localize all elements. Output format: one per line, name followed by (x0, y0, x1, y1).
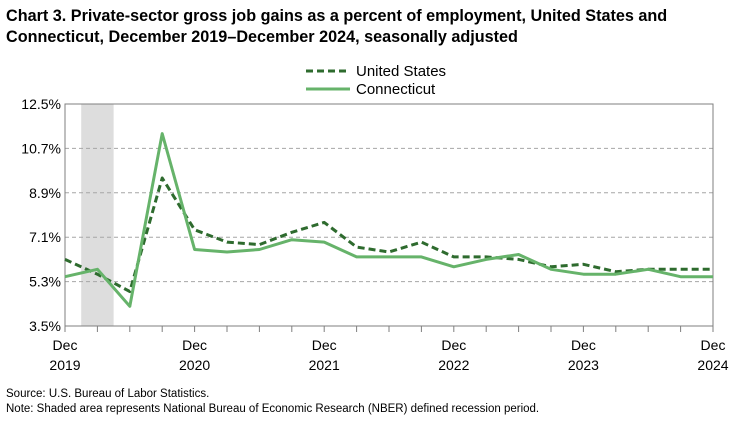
recession-note: Note: Shaded area represents National Bu… (6, 403, 540, 415)
y-tick-label: 7.1% (29, 229, 61, 245)
recession-shading (81, 104, 114, 326)
x-tick-label-month: Dec (182, 337, 207, 353)
x-tick-label-year: 2023 (568, 357, 599, 373)
chart-title: Chart 3. Private-sector gross job gains … (6, 7, 668, 46)
series-line-united-states (64, 176, 713, 293)
x-tick-label-month: Dec (571, 337, 596, 353)
x-tick-label-year: 2019 (49, 357, 80, 373)
legend: United States Connecticut (306, 63, 446, 98)
y-axis-tick-labels: 3.5% 5.3% 7.1% 8.9% 10.7% 12.5% (21, 96, 61, 334)
x-tick-label-month: Dec (312, 337, 337, 353)
x-tick-label-year: 2024 (697, 357, 728, 373)
y-tick-label: 10.7% (21, 140, 61, 156)
x-axis-ticks: Dec 2019 Dec 2020 Dec 2021 Dec 2022 Dec 2023 Dec 20… (49, 326, 729, 373)
x-tick-label-year: 2022 (438, 357, 469, 373)
gridlines (65, 147, 713, 283)
y-tick-label: 5.3% (29, 274, 61, 290)
y-tick-label: 8.9% (29, 185, 61, 201)
source-note: Source: U.S. Bureau of Labor Statistics. (6, 388, 210, 400)
legend-label-connecticut: Connecticut (356, 81, 436, 98)
x-tick-label-month: Dec (53, 337, 78, 353)
recession-band (81, 104, 114, 326)
x-tick-label-year: 2020 (179, 357, 210, 373)
y-tick-label: 3.5% (29, 318, 61, 334)
x-tick-label-month: Dec (441, 337, 466, 353)
x-tick-label-month: Dec (701, 337, 726, 353)
series-lines (64, 132, 713, 308)
legend-label-united-states: United States (356, 63, 446, 80)
x-tick-label-year: 2021 (309, 357, 340, 373)
y-tick-label: 12.5% (21, 96, 61, 112)
series-line-connecticut (64, 132, 713, 308)
